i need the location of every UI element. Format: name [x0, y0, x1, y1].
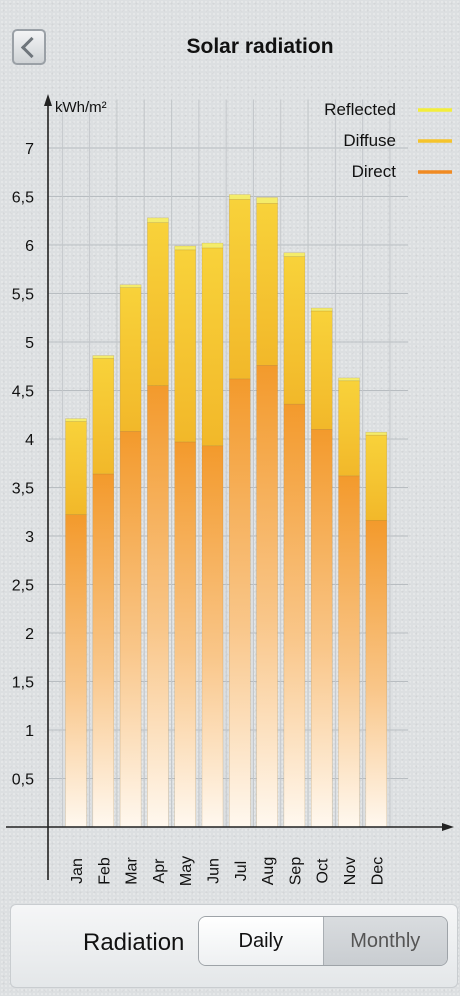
x-tick-label: Aug [260, 857, 277, 885]
bar-diffuse-jul [229, 199, 251, 380]
y-axis-label: kWh/m² [55, 99, 107, 116]
y-tick-label: 4,5 [12, 384, 34, 401]
bar-reflected-mar [119, 284, 142, 288]
x-tick-label: Jul [233, 861, 250, 881]
bar-reflected-nov [338, 377, 360, 382]
bar-diffuse-may [174, 249, 196, 443]
segment-monthly[interactable]: Monthly [323, 917, 447, 965]
x-tick-label: Dec [369, 857, 386, 885]
footer-bar: Radiation Daily Monthly [10, 904, 458, 988]
x-tick-label: May [178, 856, 195, 886]
bar-direct-mar [119, 430, 142, 828]
axes: 0,5 1 1,5 2 2,5 3 3,5 4 4,5 5 5,5 6 6,5 7 Jan Feb Mar Apr… [6, 94, 454, 886]
bar-reflected-jul [229, 194, 251, 200]
bar-diffuse-jan [65, 421, 87, 515]
x-tick-label: Sep [287, 857, 304, 886]
bar-direct-jan [65, 514, 87, 828]
y-tick-label: 3,5 [12, 481, 34, 498]
header: Solar radiation [0, 0, 460, 92]
bar-reflected-jan [65, 418, 87, 422]
back-button[interactable] [12, 29, 46, 65]
bar-reflected-feb [92, 355, 115, 359]
y-tick-label: 2,5 [12, 578, 34, 595]
y-tick-label: 4 [25, 432, 34, 449]
y-tick-label: 1 [25, 723, 34, 740]
bar-reflected-dec [365, 431, 388, 436]
segment-daily[interactable]: Daily [199, 917, 324, 965]
bar-direct-jul [229, 378, 251, 828]
chevron-left-icon [20, 36, 43, 58]
x-tick-label: Oct [315, 858, 332, 883]
bar-reflected-sep [283, 252, 306, 257]
bar-reflected-jun [201, 242, 224, 249]
bar-direct-sep [283, 403, 306, 828]
y-tick-label: 5,5 [12, 287, 34, 304]
y-tick-label: 2 [25, 626, 34, 643]
bar-diffuse-dec [365, 434, 388, 521]
bar-diffuse-apr [147, 222, 169, 386]
bars [65, 194, 388, 828]
legend-label-diffuse: Diffuse [343, 131, 396, 150]
bar-direct-aug [256, 365, 278, 828]
y-tick-label: 5 [25, 335, 34, 352]
page-title: Solar radiation [186, 35, 334, 58]
bar-direct-apr [147, 385, 169, 828]
bar-diffuse-aug [256, 203, 278, 366]
x-tick-label: Nov [342, 857, 359, 885]
bar-diffuse-jun [201, 247, 224, 447]
bar-direct-feb [92, 473, 115, 828]
bar-diffuse-sep [283, 256, 306, 405]
bar-diffuse-mar [119, 287, 142, 432]
y-tick-label: 6,5 [12, 190, 34, 207]
bar-diffuse-nov [338, 380, 360, 477]
bar-reflected-aug [256, 197, 278, 204]
y-tick-label: 7 [25, 141, 34, 158]
y-tick-label: 1,5 [12, 675, 34, 692]
bar-diffuse-oct [310, 310, 333, 430]
y-tick-label: 6 [25, 238, 34, 255]
legend-label-direct: Direct [352, 162, 397, 181]
x-tick-label: Apr [151, 858, 168, 884]
y-tick-label: 3 [25, 529, 34, 546]
solar-radiation-chart: 0,5 1 1,5 2 2,5 3 3,5 4 4,5 5 5,5 6 6,5 7 Jan Feb Mar Apr… [6, 94, 454, 886]
legend: Reflected Diffuse Direct [324, 100, 452, 181]
radiation-label: Radiation [83, 929, 185, 956]
x-tick-label: Mar [124, 857, 141, 885]
bar-reflected-apr [147, 217, 169, 223]
period-segmented-control: Daily Monthly [198, 916, 448, 966]
bar-reflected-oct [310, 307, 333, 312]
y-tick-label: 0,5 [12, 772, 34, 789]
y-axis-arrow-icon [44, 94, 52, 106]
bar-direct-oct [310, 429, 333, 828]
bar-reflected-may [174, 245, 196, 251]
x-axis-arrow-icon [442, 823, 454, 831]
bar-direct-dec [365, 520, 388, 828]
legend-label-reflected: Reflected [324, 100, 396, 119]
x-tick-label: Jan [69, 858, 86, 884]
x-tick-label: Feb [96, 857, 113, 885]
bar-diffuse-feb [92, 358, 115, 475]
bar-direct-nov [338, 475, 360, 828]
bar-direct-may [174, 441, 196, 828]
bar-direct-jun [201, 445, 224, 828]
x-tick-label: Jun [206, 858, 223, 884]
